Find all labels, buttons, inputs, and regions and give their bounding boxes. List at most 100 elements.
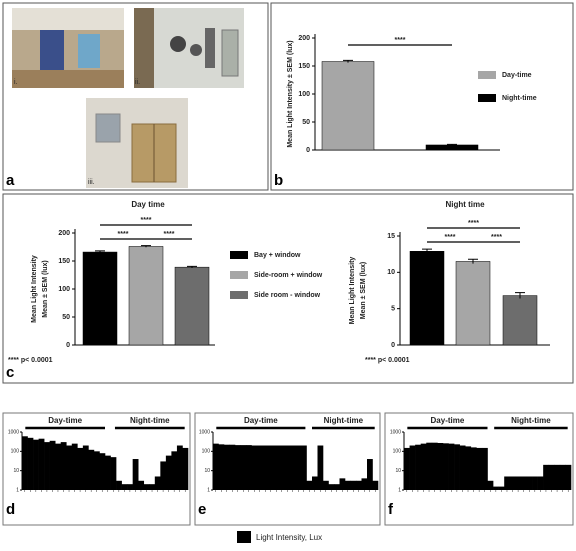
intensity-bar: [509, 476, 516, 490]
intensity-bar: [515, 476, 522, 490]
y-tick-label: 0: [391, 342, 395, 349]
y-tick-label: 100: [393, 449, 402, 455]
intensity-bar: [218, 444, 225, 490]
intensity-bar: [257, 445, 263, 490]
bar: [321, 61, 375, 151]
chart-title: Day time: [131, 200, 165, 209]
y-axis-label: Mean ± SEM (lux): [360, 262, 367, 320]
bar: [502, 295, 538, 346]
intensity-bar: [431, 442, 438, 490]
intensity-bar: [415, 444, 421, 490]
legend-label: Side-room + window: [254, 272, 323, 279]
intensity-bar: [470, 447, 477, 490]
bar: [128, 246, 164, 346]
error-bar: [447, 143, 457, 146]
intensity-bar: [49, 440, 56, 490]
y-tick-label: 200: [298, 35, 310, 42]
significance-label: ****: [445, 234, 456, 241]
period-label: Night-time: [324, 416, 364, 425]
intensity-bar: [317, 445, 324, 490]
y-tick-label: 100: [58, 286, 70, 293]
photo-caption: ii.: [135, 79, 140, 86]
legend-swatch: [478, 94, 496, 102]
intensity-bar: [559, 464, 566, 490]
y-tick-label: 0: [306, 147, 310, 154]
photo-ii: [134, 8, 244, 88]
y-tick-label: 100: [202, 449, 211, 455]
y-tick-label: 150: [298, 63, 310, 70]
photo-i: [12, 8, 124, 88]
intensity-bar: [127, 484, 133, 490]
intensity-bar: [66, 445, 73, 490]
legend-swatch: [237, 531, 251, 543]
y-axis-label: Mean Light Intensity ± SEM (lux): [287, 40, 294, 147]
intensity-bar: [498, 486, 505, 490]
error-bar: [141, 245, 151, 248]
legend-swatch: [230, 271, 248, 279]
intensity-bar: [55, 443, 62, 490]
bar: [82, 251, 118, 346]
significance-label: ****: [141, 217, 152, 224]
intensity-bar: [372, 480, 379, 490]
panel-b-frame: [270, 2, 574, 191]
intensity-bar: [71, 443, 78, 490]
intensity-bar: [99, 453, 106, 490]
intensity-bar: [465, 446, 472, 490]
intensity-bar: [409, 445, 416, 490]
intensity-bar: [565, 464, 572, 490]
period-label: Day-time: [244, 416, 278, 425]
y-tick-label: 1: [398, 487, 401, 493]
error-bar: [515, 292, 525, 299]
intensity-bar: [426, 442, 433, 490]
intensity-bar: [160, 461, 167, 490]
y-tick-label: 200: [58, 230, 70, 237]
legend-swatch: [478, 71, 496, 79]
y-tick-label: 5: [391, 306, 395, 313]
panel-label: f: [388, 501, 394, 518]
photo-caption: i.: [14, 79, 18, 86]
y-tick-label: 1: [16, 487, 19, 493]
footnote: **** p< 0.0001: [8, 357, 53, 364]
intensity-bar: [44, 442, 50, 490]
intensity-bar: [268, 445, 274, 490]
significance-label: ****: [395, 37, 406, 44]
error-bar: [468, 258, 478, 264]
legend-swatch: [230, 291, 248, 299]
intensity-bar: [312, 476, 318, 490]
intensity-bar: [543, 464, 550, 490]
intensity-bar: [138, 480, 145, 490]
intensity-bar: [306, 480, 313, 490]
bar: [455, 261, 491, 346]
intensity-bar: [262, 445, 269, 490]
panel-frame: [194, 412, 381, 526]
error-bar: [95, 250, 105, 254]
y-tick-label: 0: [66, 342, 70, 349]
significance-label: ****: [468, 220, 479, 227]
y-tick-label: 10: [387, 269, 395, 276]
footnote: **** p< 0.0001: [365, 357, 410, 364]
intensity-bar: [448, 443, 455, 490]
panel-c-frame: [2, 193, 574, 384]
y-tick-label: 1: [207, 487, 210, 493]
intensity-bar: [279, 445, 285, 490]
y-axis-label: Mean ± SEM (lux): [42, 260, 49, 318]
photo-iii: [86, 98, 188, 188]
intensity-bar: [328, 484, 335, 490]
period-label: Day-time: [431, 416, 465, 425]
intensity-bar: [454, 444, 460, 490]
y-tick-label: 50: [62, 314, 70, 321]
y-axis-label: Mean Light Intensity: [31, 255, 38, 323]
y-tick-label: 1000: [8, 429, 19, 435]
error-bar: [343, 59, 353, 63]
y-tick-label: 1000: [199, 429, 210, 435]
legend-label: Bay + window: [254, 252, 301, 259]
significance-label: ****: [164, 231, 175, 238]
intensity-bar: [132, 459, 139, 490]
intensity-bar: [273, 445, 280, 490]
intensity-bar: [60, 442, 67, 490]
intensity-bar: [532, 476, 538, 490]
intensity-bar: [504, 476, 511, 490]
period-label: Day-time: [48, 416, 82, 425]
y-tick-label: 10: [395, 468, 401, 474]
